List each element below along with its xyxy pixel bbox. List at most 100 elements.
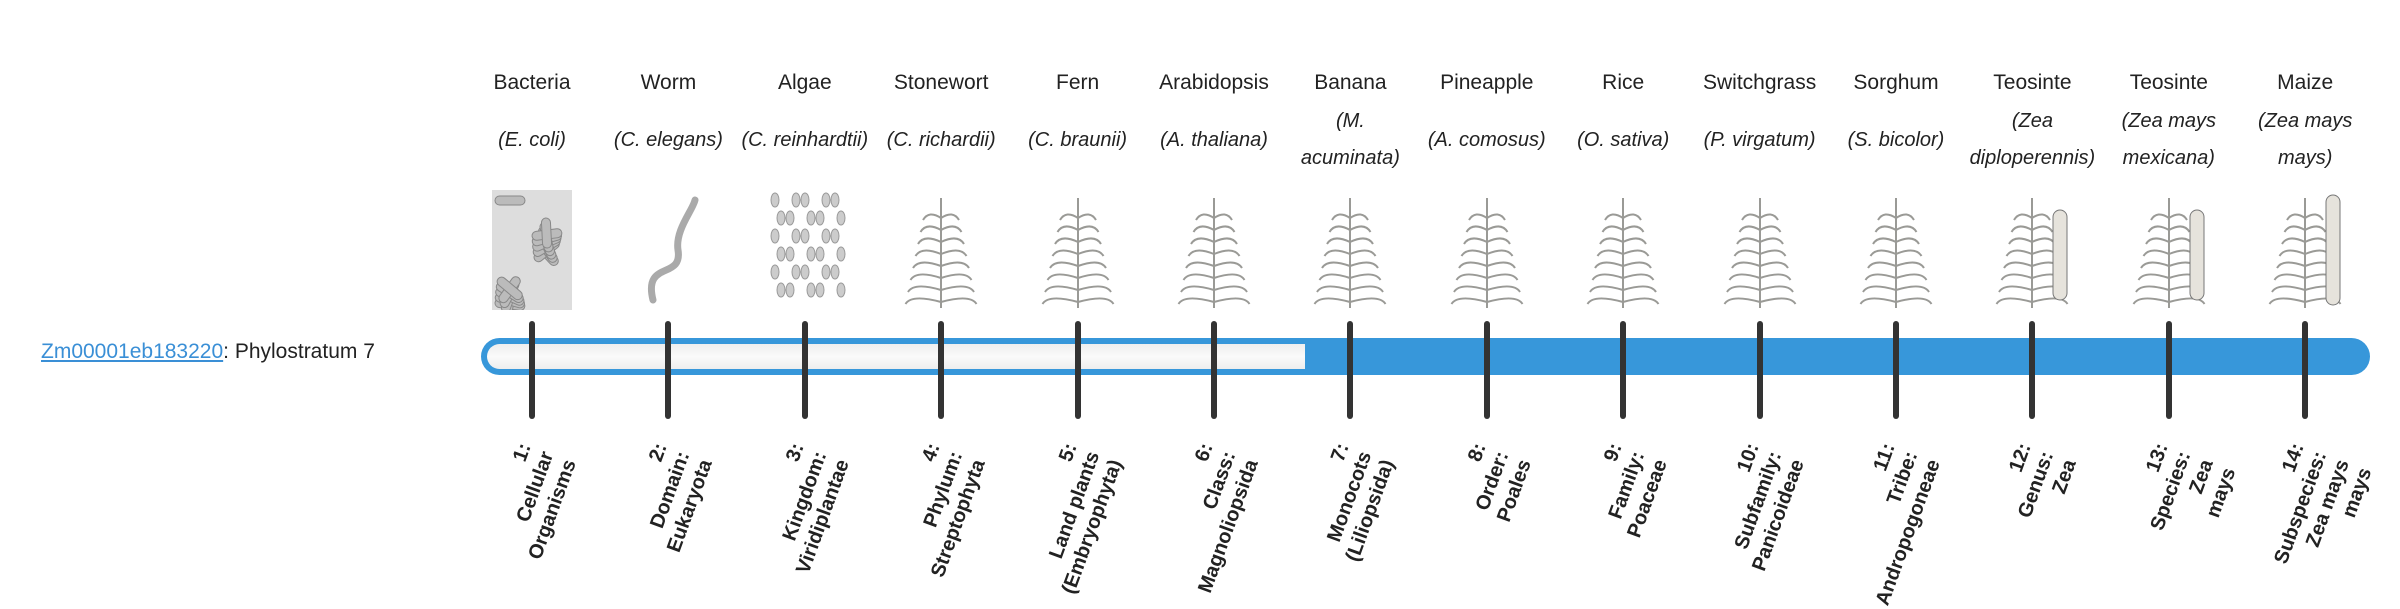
phylostratum-label: 3: Kingdom: Viridiplantae — [746, 440, 855, 577]
teosinte-mexicana-illustration — [2132, 198, 2206, 308]
organism-column: Pineapple (A. comosus) — [1419, 66, 1555, 310]
organism-common-name: Arabidopsis — [1159, 71, 1269, 94]
rice-illustration — [1586, 198, 1660, 308]
organism-species-wrap: (Zea mays mays) — [2237, 100, 2373, 180]
organism-column: Switchgrass (P. virgatum) — [1692, 66, 1828, 310]
organism-species-wrap: (C. elegans) — [600, 100, 736, 180]
phylostratum-tick — [1756, 321, 1763, 419]
phylostratum-tick — [1211, 321, 1217, 419]
organism-species-wrap: (M. acuminata) — [1282, 100, 1418, 180]
phylostratum-tick — [1074, 321, 1081, 419]
phylostratum-label: 2: Domain: Eukaryota — [617, 440, 718, 556]
organism-column: Fern (C. braunii) — [1010, 66, 1146, 310]
pineapple-illustration — [1450, 198, 1524, 308]
organism-species-name: (Zea diploperennis) — [1969, 110, 2096, 169]
banana-illustration — [1314, 198, 1387, 308]
organism-common-name: Maize — [2277, 71, 2334, 94]
phylostratum-label: 10: Subfamily: Panicoideae — [1702, 440, 1810, 574]
organism-species-name: (Zea mays mays) — [2257, 110, 2353, 169]
organism-species-wrap: (A. thaliana) — [1146, 100, 1282, 180]
organism-common-name: Teosinte — [1993, 71, 2072, 94]
organism-species-wrap: (C. reinhardtii) — [737, 100, 873, 180]
organism-species-wrap: (Zea diploperennis) — [1964, 100, 2100, 180]
organism-common-name: Fern — [1056, 71, 1100, 94]
teosinte-illustration — [1996, 198, 2069, 308]
phylostratum-tick — [938, 321, 945, 419]
phylostratum-label: 4: Phylum: Streptophyta — [881, 440, 991, 581]
organism-species-wrap: (C. braunii) — [1010, 100, 1146, 180]
organism-column: Stonewort (C. richardii) — [873, 66, 1009, 310]
organism-species-name: (C. reinhardtii) — [741, 128, 869, 151]
phylostratum-bar — [481, 338, 2370, 375]
organism-species-name: (E. coli) — [498, 128, 566, 151]
organism-column: Banana (M. acuminata) — [1282, 66, 1418, 310]
organism-species-name: (M. acuminata) — [1300, 110, 1400, 169]
organism-species-wrap: (C. richardii) — [873, 100, 1009, 180]
organism-common-name: Pineapple — [1440, 71, 1534, 94]
organism-common-name: Teosinte — [2129, 71, 2208, 94]
phylostratum-label: 8: Order: Poales — [1447, 440, 1537, 525]
organism-species-name: (A. comosus) — [1427, 128, 1546, 151]
organism-column: Teosinte (Zea mays mexicana) — [2101, 66, 2237, 310]
organism-species-name: (P. virgatum) — [1703, 128, 1816, 151]
organism-common-name: Switchgrass — [1702, 71, 1817, 94]
phylostratum-label: 6: Class: Magnoliopsida — [1148, 440, 1264, 596]
organism-species-wrap: (Zea mays mexicana) — [2101, 100, 2237, 180]
organism-common-name: Rice — [1602, 71, 1645, 94]
organism-species-wrap: (A. comosus) — [1419, 100, 1555, 180]
organism-column: Arabidopsis (A. thaliana) — [1146, 66, 1282, 310]
phylostratum-label: 5: Land plants (Embryophyta) — [1011, 440, 1127, 597]
organism-common-name: Stonewort — [893, 71, 989, 94]
organism-species-wrap: (O. sativa) — [1555, 100, 1691, 180]
organism-species-name: (O. sativa) — [1577, 128, 1670, 151]
organism-species-name: (S. bicolor) — [1847, 128, 1945, 151]
phylostratum-label: 14: Subspecies: Zea mays mays — [2247, 440, 2378, 584]
organism-column: Rice (O. sativa) — [1555, 66, 1691, 310]
phylostratum-tick — [665, 321, 672, 419]
arabidopsis-illustration — [1177, 198, 1251, 308]
phylostratum-tick — [2165, 321, 2172, 419]
organism-common-name: Sorghum — [1853, 71, 1939, 94]
organism-column: Maize (Zea mays mays) — [2237, 66, 2373, 310]
organism-species-wrap: (E. coli) — [464, 100, 600, 180]
organism-species-name: (C. elegans) — [613, 128, 723, 151]
phylostratum-label: 12: Genus: Zea — [1991, 440, 2082, 529]
organism-column: Teosinte (Zea diploperennis) — [1964, 66, 2100, 310]
phylostratum-tick — [2029, 321, 2036, 419]
switchgrass-illustration — [1723, 198, 1796, 308]
organism-column: Bacteria (E. coli) — [464, 66, 600, 310]
algae-illustration — [770, 192, 846, 298]
phylostratum-label: 7: Monocots (Liliopsida) — [1296, 440, 1400, 565]
sorghum-illustration — [1859, 198, 1933, 308]
phylostratum-label: 13: Species: Zea mays — [2123, 440, 2241, 550]
phylostratum-text: : Phylostratum 7 — [223, 340, 375, 363]
organism-common-name: Bacteria — [493, 71, 571, 94]
gene-phylostratum-label: Zm00001eb183220: Phylostratum 7 — [41, 340, 375, 364]
organism-species-wrap: (S. bicolor) — [1828, 100, 1964, 180]
organism-species-wrap: (P. virgatum) — [1692, 100, 1828, 180]
phylostratum-tick — [801, 321, 808, 419]
organism-species-name: (Zea mays mexicana) — [2121, 110, 2217, 169]
phylostratum-label: 11: Tribe: Andropogoneae — [1826, 440, 1946, 609]
organism-column: Worm (C. elegans) — [600, 66, 736, 310]
maize-illustration — [2268, 194, 2342, 308]
worm-illustration — [648, 196, 699, 304]
phylostratum-bar-empty-region — [487, 344, 1306, 369]
organism-column: Algae (C. reinhardtii) — [737, 66, 873, 310]
organism-species-name: (A. thaliana) — [1160, 128, 1268, 151]
bacteria-illustration — [492, 190, 572, 310]
phylostratum-tick — [1347, 321, 1354, 419]
gene-id-link[interactable]: Zm00001eb183220 — [41, 340, 224, 363]
organism-common-name: Banana — [1314, 71, 1387, 94]
stonewort-illustration — [904, 198, 978, 308]
organism-common-name: Worm — [640, 71, 697, 94]
phylostratum-tick — [1893, 321, 1899, 419]
phylostratum-label: 9: Family: Poaceae — [1577, 440, 1672, 541]
phylostratum-tick — [1483, 321, 1490, 419]
organism-column: Sorghum (S. bicolor) — [1828, 66, 1964, 310]
organism-species-name: (C. richardii) — [886, 128, 996, 151]
phylostratum-label: 1: Cellular Organisms — [478, 440, 581, 563]
fern-illustration — [1041, 198, 1114, 308]
organism-common-name: Algae — [777, 71, 832, 94]
phylostratum-tick — [2302, 321, 2309, 419]
